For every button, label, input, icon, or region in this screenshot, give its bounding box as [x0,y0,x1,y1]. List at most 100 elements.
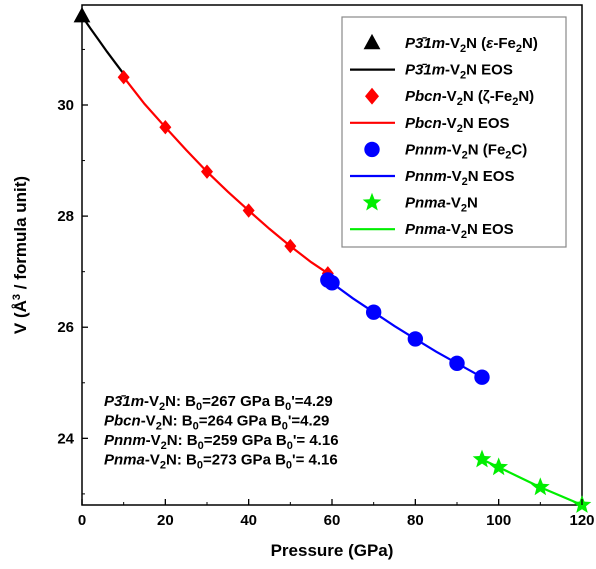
legend-entry: Pnma-V2N EOS [350,221,514,241]
legend-label-part: Pnma [405,221,446,238]
eos-line [122,76,329,275]
legend-entry: Pnma-V2N [362,192,478,215]
legend-label-part: P [405,35,416,52]
legend: P3̄1m-V2N (ε-Fe2N)P3̄1m-V2N EOSPbcn-V2N … [341,16,567,248]
diamond-point [284,238,297,254]
legend-label-part: 2 [462,149,468,161]
points-0 [73,7,91,23]
legend-label: Pnnm-V2N EOS [405,168,514,188]
series-1 [81,15,125,75]
eos-parameter-part: 0 [198,440,204,452]
x-tick-label: 120 [569,512,594,529]
legend-label-part: ε [486,35,494,52]
eos-parameter-part: -V [146,432,161,449]
eos-parameter-line: Pnma-V2N: B0=273 GPa B0'= 4.16 [104,452,338,472]
legend-label-part: -V [446,221,461,238]
legend-label-part: 2 [460,70,466,82]
eos-parameter-part: 2 [156,421,162,433]
legend-label-part: 3̄1m [415,62,445,79]
x-tick-label: 0 [78,512,86,529]
circle-point [324,275,340,291]
circle-point [365,304,382,320]
legend-label-part: C) [511,141,527,158]
legend-entry: Pbcn-V2N EOS [350,115,510,135]
eos-parameter-part: 2 [159,401,165,413]
legend-swatch-marker [365,87,379,105]
legend-label-part: -V [445,62,460,79]
eos-parameter-part: 2 [160,460,166,472]
legend-entry: P3̄1m-V2N EOS [350,62,513,82]
x-tick-label: 60 [324,512,341,529]
legend-label: Pnma-V2N [405,195,478,215]
eos-parameter-part: '= 4.16 [292,452,338,469]
eos-parameter-part: =273 GPa B [203,452,286,469]
legend-label-part: Pnnm [405,141,447,158]
y-tick-label: 26 [57,319,74,336]
y-tick-label: 30 [57,97,74,114]
eos-parameter-part: Pbcn [104,413,141,430]
legend-label-part: 2 [460,43,466,55]
eos-parameter-part: 2 [161,440,167,452]
diamond-point [201,164,213,179]
eos-parameter-part: 0 [285,401,291,413]
legend-label-part: N EOS [463,115,510,132]
eos-parameter-part: 0 [282,421,288,433]
eos-parameter-part: =264 GPa B [199,413,282,430]
legend-label-part: 2 [457,96,463,108]
eos-parameter-line: P3̄1m-V2N: B0=267 GPa B0'=4.29 [104,393,333,413]
diamond-point [159,120,172,135]
y-axis-title-part: V (Å [11,300,30,334]
legend-label-part: N ( [466,35,486,52]
eos-parameter-line: Pnnm-V2N: B0=259 GPa B0'= 4.16 [104,432,339,452]
triangle-point [73,7,91,23]
legend-swatch-marker [364,141,380,158]
legend-label-part: N EOS [468,168,515,185]
y-axis-title-part: / formula unit) [11,176,30,294]
eos-parameter-part: -V [141,413,156,430]
diamond-point [242,203,255,218]
points-6 [472,449,592,513]
eos-parameter-part: 0 [193,421,199,433]
eos-parameter-part: Pnnm [104,432,146,449]
legend-label-part: Pbcn [405,115,442,132]
series-layer [73,7,592,513]
eos-parameter-part: N: B [162,413,193,430]
points-4 [320,272,490,385]
legend-swatch-marker [363,33,381,50]
eos-parameter-part: N: B [165,393,196,410]
y-tick-label: 28 [57,208,74,225]
legend-label-part: 2 [461,203,467,215]
diamond-point [117,70,130,85]
x-tick-label: 100 [486,512,511,529]
star-point [472,449,492,468]
points-2 [117,70,334,281]
eos-line [81,15,125,75]
legend-label-part: N EOS [466,62,513,79]
eos-parameter-part: 0 [197,460,203,472]
legend-label-part: -V [442,115,457,132]
legend-label-part: Pbcn [405,88,442,105]
eos-parameter-part: Pnma [104,452,145,469]
eos-parameter-part: 0 [287,440,293,452]
eos-parameter-part: N: B [166,452,197,469]
legend-entry: Pnnm-V2N EOS [350,168,514,188]
y-axis-title: V (Å3 / formula unit) [11,176,30,334]
eos-parameters: P3̄1m-V2N: B0=267 GPa B0'=4.29Pbcn-V2N: … [104,393,339,472]
legend-label-part: -V [445,35,460,52]
eos-parameter-part: '=4.29 [291,393,333,410]
legend-label-part: 2 [457,123,463,135]
star-point [489,457,508,476]
legend-label-part: N EOS [467,221,514,238]
star-point [531,477,550,496]
circle-point [474,369,490,385]
legend-label-part: N (ζ-Fe [463,88,512,105]
legend-swatch-marker [362,192,382,211]
legend-label-part: 2 [461,229,467,241]
legend-label-part: 2 [462,176,468,188]
eos-parameter-part: =259 GPa B [204,432,287,449]
x-tick-label: 20 [157,512,174,529]
legend-entry: Pnnm-V2N (Fe2C) [364,141,527,161]
legend-label-part: Pnnm [405,168,447,185]
